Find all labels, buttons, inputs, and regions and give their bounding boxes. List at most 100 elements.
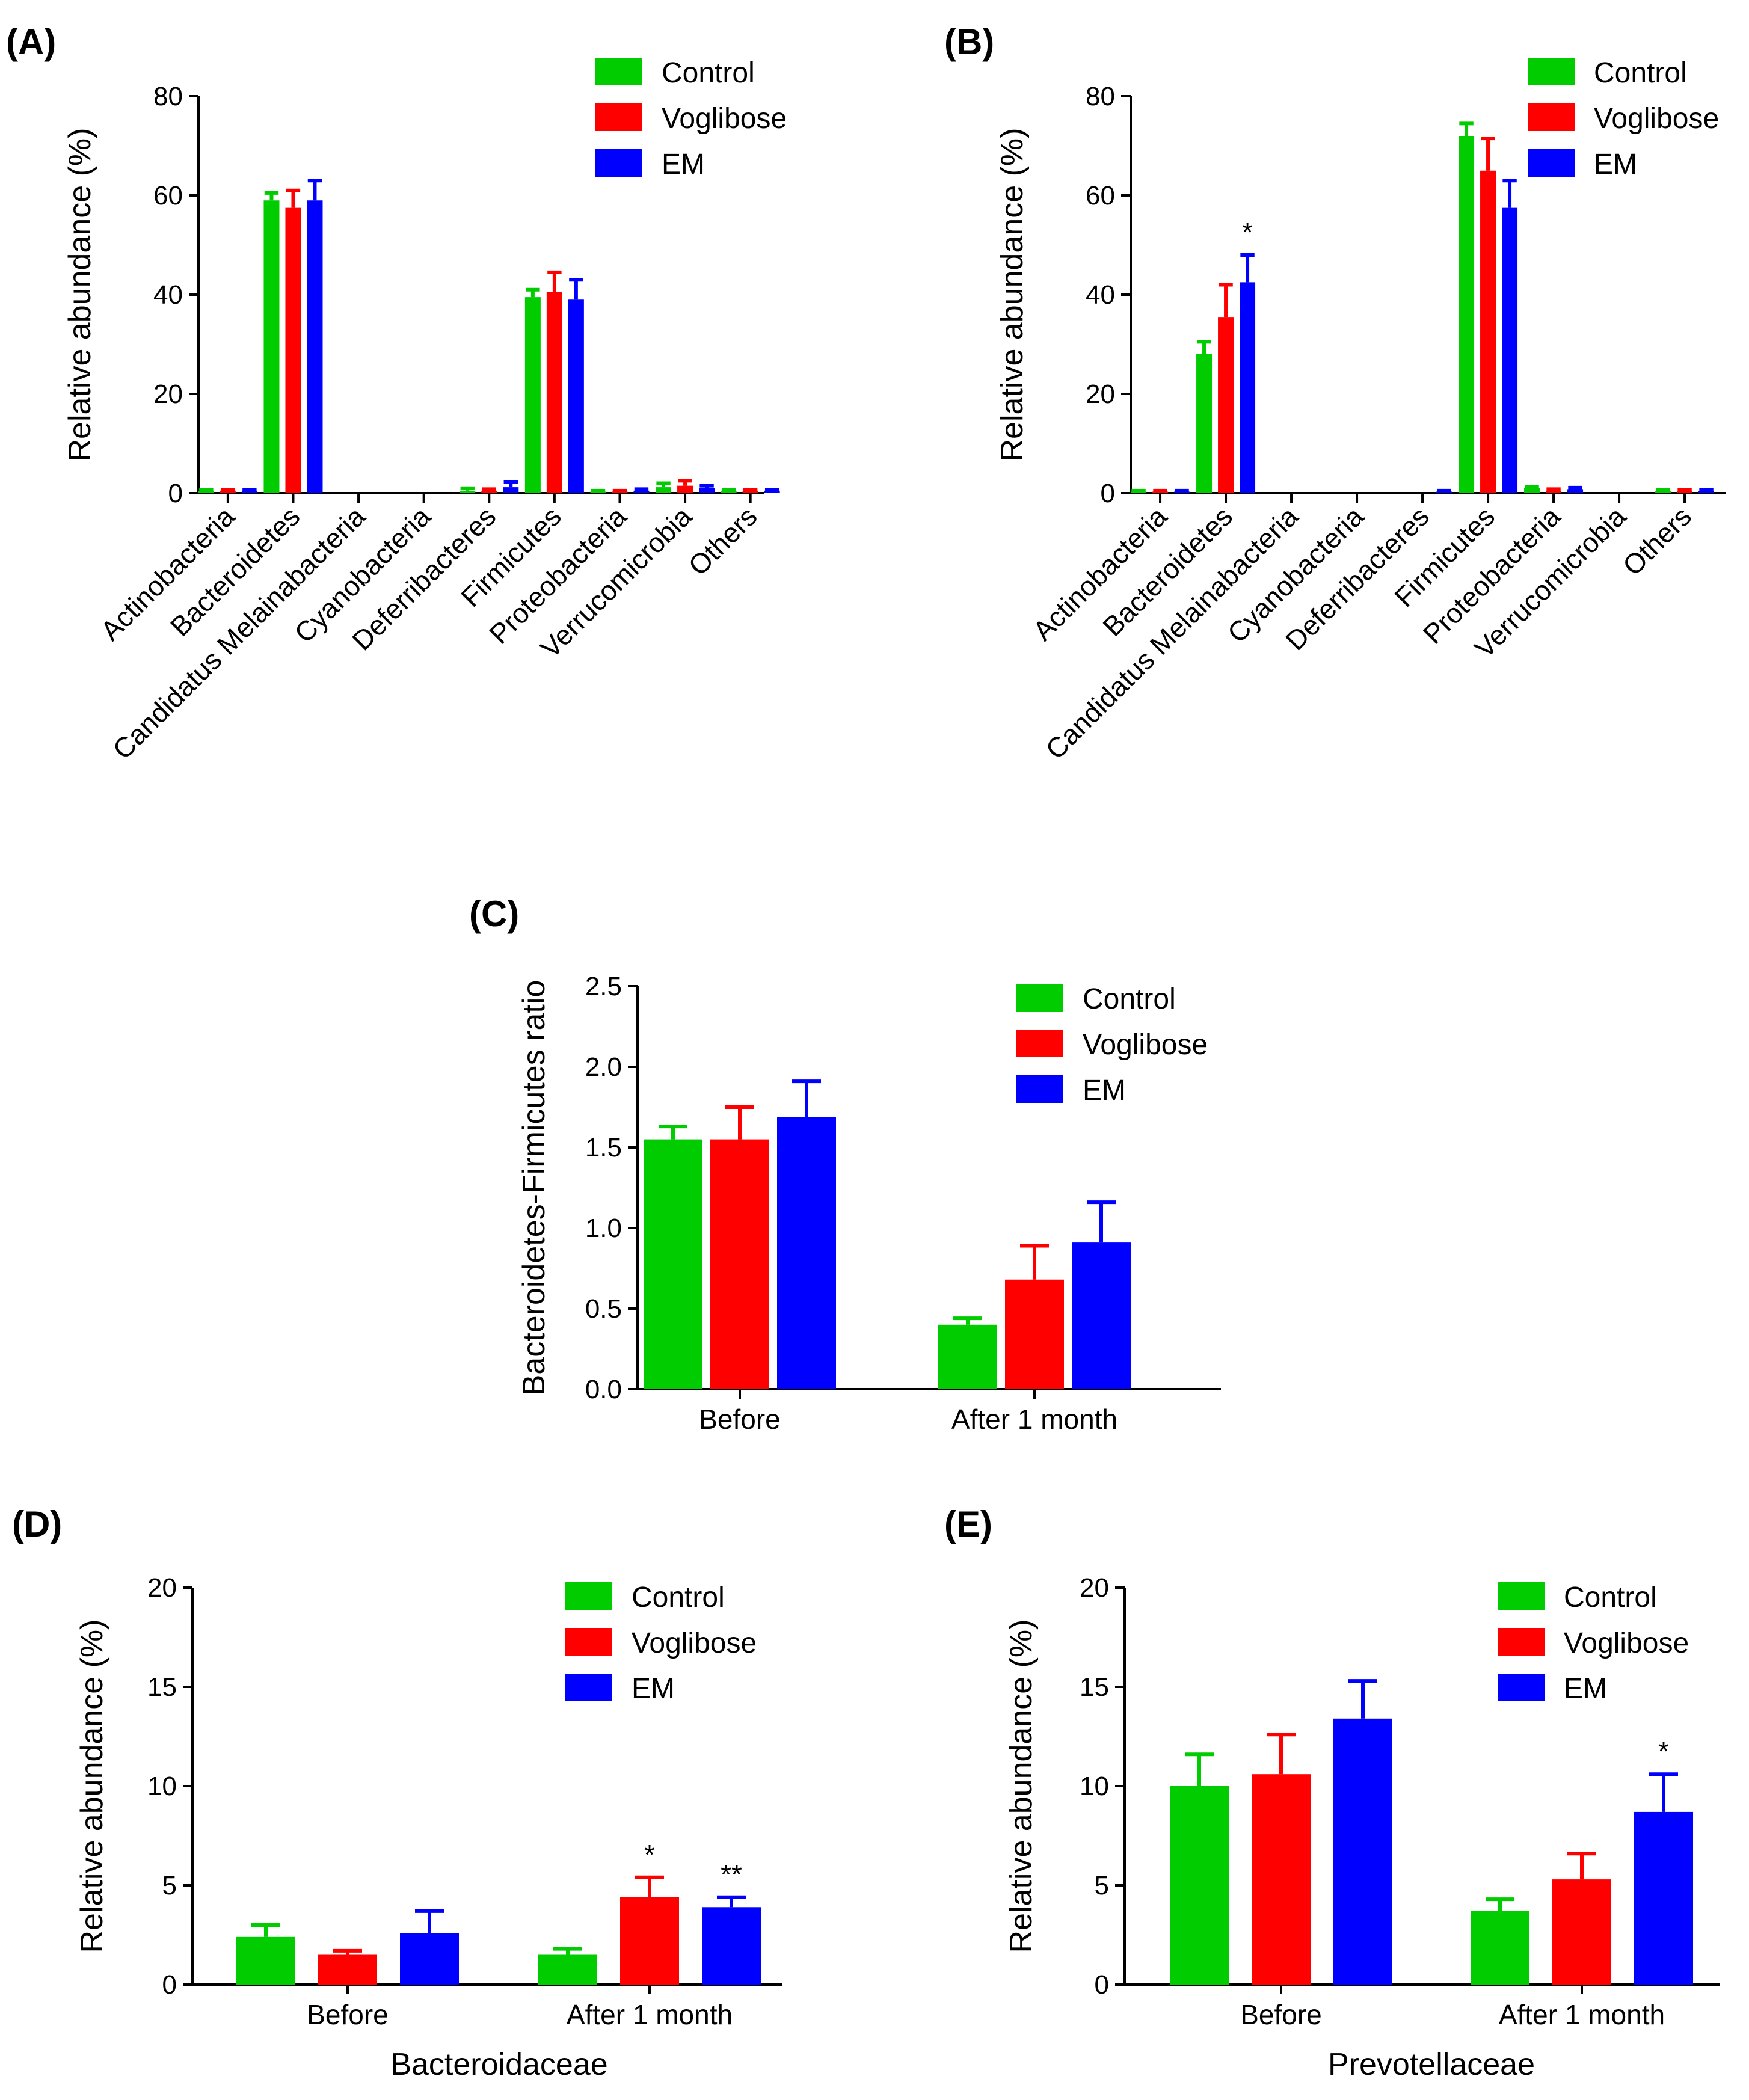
legend-label: Control [1083, 983, 1176, 1015]
y-tick-label: 60 [1086, 181, 1115, 210]
bar-voglibose [1480, 170, 1496, 493]
legend-swatch-em [565, 1674, 612, 1701]
panel-label: (A) [6, 22, 56, 62]
y-tick-label: 0.5 [585, 1294, 622, 1324]
bar-control [538, 1954, 597, 1985]
y-tick-label: 0.0 [585, 1375, 622, 1404]
bar-voglibose [285, 207, 301, 493]
significance-marker: * [1242, 216, 1253, 248]
bar-voglibose [220, 490, 236, 493]
y-axis-title: Relative abundance (%) [75, 1620, 109, 1953]
y-tick-label: 1.0 [585, 1214, 622, 1243]
legend-label: EM [662, 149, 705, 180]
legend-swatch-em [1498, 1674, 1545, 1701]
bar-em [307, 200, 323, 493]
legend-swatch-em [1528, 149, 1575, 177]
bar-control [524, 297, 541, 493]
bar-voglibose [1677, 491, 1693, 493]
legend-swatch-control [1528, 58, 1575, 85]
significance-marker: * [644, 1839, 655, 1870]
bar-em [633, 490, 650, 493]
y-tick-label: 10 [147, 1772, 177, 1801]
bar-control [938, 1324, 997, 1389]
bar-em [400, 1933, 459, 1985]
bar-control [198, 490, 214, 493]
legend-label: EM [1564, 1673, 1607, 1705]
bar-voglibose [620, 1897, 679, 1985]
legend-swatch-voglibose [565, 1628, 612, 1656]
y-tick-label: 80 [1086, 82, 1115, 111]
legend-label: Voglibose [1594, 103, 1719, 135]
panel-label: (E) [944, 1504, 992, 1544]
legend-swatch-control [1016, 984, 1063, 1012]
y-tick-label: 40 [1086, 280, 1115, 310]
legend-label: Voglibose [632, 1627, 757, 1659]
y-tick-label: 0 [1101, 479, 1115, 508]
panel-label: (D) [12, 1504, 62, 1544]
legend-label: Voglibose [1083, 1029, 1208, 1061]
legend-label: Control [632, 1582, 725, 1613]
bar-em [764, 490, 780, 493]
legend-label: EM [1594, 149, 1637, 180]
x-category-label: Candidatus Melainabacteria [1039, 500, 1304, 765]
significance-marker: * [1658, 1736, 1669, 1767]
x-axis-title: Bacteroidaceae [390, 2047, 607, 2082]
legend-swatch-control [565, 1582, 612, 1610]
legend-label: EM [1083, 1075, 1126, 1107]
bar-control [1196, 354, 1213, 493]
x-category-label: Before [699, 1404, 781, 1435]
y-tick-label: 15 [1080, 1672, 1109, 1702]
legend-swatch-voglibose [595, 103, 642, 131]
bar-control [460, 490, 476, 493]
bar-control [1170, 1786, 1229, 1985]
bar-em [1634, 1811, 1693, 1985]
bar-control [1459, 136, 1475, 493]
bar-control [1471, 1911, 1529, 1985]
x-axis-title: Prevotellaceae [1328, 2047, 1535, 2082]
x-category-label: After 1 month [951, 1404, 1117, 1435]
y-tick-label: 20 [1086, 379, 1115, 409]
legend-label: Control [662, 57, 755, 89]
significance-marker: ** [721, 1859, 742, 1890]
y-tick-label: 5 [1095, 1871, 1109, 1900]
panel-label: (B) [944, 22, 994, 62]
bar-voglibose [546, 292, 562, 493]
bar-voglibose [677, 485, 693, 493]
bar-voglibose [318, 1954, 377, 1985]
bar-voglibose [1252, 1774, 1311, 1985]
bar-voglibose [710, 1139, 769, 1389]
bar-em [241, 490, 257, 493]
bar-em [699, 488, 715, 493]
bar-voglibose [1218, 317, 1234, 493]
panel-d: (D) 0 5 10 15 20 Relative abundance (%) Before A… [12, 1504, 782, 2082]
bar-control [236, 1936, 295, 1985]
x-category-label: Candidatus Melainabacteria [106, 500, 371, 765]
bar-em [1502, 207, 1518, 493]
bar-em [702, 1907, 761, 1985]
y-tick-label: 2.0 [585, 1052, 622, 1082]
legend-swatch-voglibose [1016, 1030, 1063, 1057]
legend-swatch-voglibose [1528, 103, 1575, 131]
bar-em [568, 299, 584, 493]
legend-label: Voglibose [1564, 1627, 1689, 1659]
panel-label: (C) [469, 894, 519, 934]
bar-em [1333, 1718, 1392, 1985]
bar-control [263, 200, 280, 493]
bar-em [1698, 491, 1715, 493]
y-tick-label: 15 [147, 1672, 177, 1702]
y-tick-label: 20 [1080, 1573, 1109, 1603]
legend-swatch-control [595, 58, 642, 85]
legend-label: Control [1594, 57, 1687, 89]
y-tick-label: 0 [1095, 1970, 1109, 2000]
x-category-label: Others [682, 500, 763, 581]
legend-swatch-em [595, 149, 642, 177]
legend-label: Voglibose [662, 103, 787, 135]
bar-voglibose [481, 490, 497, 493]
bar-control [721, 490, 737, 493]
y-axis-title: Relative abundance (%) [63, 128, 97, 462]
bar-em [503, 487, 519, 493]
x-category-label: Others [1617, 500, 1697, 581]
legend-label: Control [1564, 1582, 1657, 1613]
y-tick-label: 10 [1080, 1772, 1109, 1801]
